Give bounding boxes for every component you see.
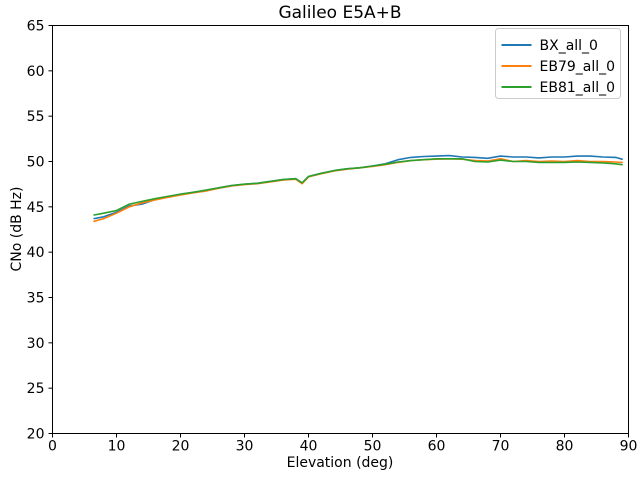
legend-entry: BX_all_0 — [501, 38, 598, 54]
chart-title: Galileo E5A+B — [278, 3, 402, 23]
y-tick-label: 35 — [27, 291, 45, 307]
x-tick-label: 80 — [556, 439, 574, 455]
series-line-BX_all_0 — [93, 154, 623, 220]
y-tick-label: 25 — [27, 381, 45, 397]
x-tick-label: 60 — [428, 439, 446, 455]
x-tick-label: 50 — [364, 439, 382, 455]
legend-label: BX_all_0 — [540, 38, 598, 54]
y-tick-label: 20 — [27, 427, 45, 443]
y-tick-label: 60 — [27, 64, 45, 80]
x-tick-label: 0 — [48, 439, 57, 455]
x-tick-label: 30 — [236, 439, 254, 455]
legend-entry: EB79_all_0 — [501, 59, 616, 75]
x-tick-label: 10 — [108, 439, 126, 455]
x-tick-label: 70 — [492, 439, 510, 455]
y-tick-label: 45 — [27, 200, 45, 216]
x-tick-label: 40 — [300, 439, 318, 455]
legend-label: EB81_all_0 — [540, 80, 616, 96]
y-tick-label: 55 — [27, 109, 45, 125]
y-tick-label: 30 — [27, 336, 45, 352]
y-tick-label: 50 — [27, 155, 45, 171]
x-axis-label: Elevation (deg) — [286, 455, 394, 471]
x-tick-label: 90 — [620, 439, 638, 455]
legend: BX_all_0 EB79_all_0 EB81_all_0 — [495, 28, 621, 99]
y-tick-label: 40 — [27, 245, 45, 261]
legend-entry: EB81_all_0 — [501, 80, 616, 96]
y-tick-label: 65 — [27, 19, 45, 35]
axes-spines — [52, 25, 629, 434]
y-axis-label: CNo (dB Hz) — [9, 186, 25, 272]
legend-label: EB79_all_0 — [540, 59, 616, 75]
x-tick-label: 20 — [172, 439, 190, 455]
series-line-EB81_all_0 — [93, 158, 623, 216]
